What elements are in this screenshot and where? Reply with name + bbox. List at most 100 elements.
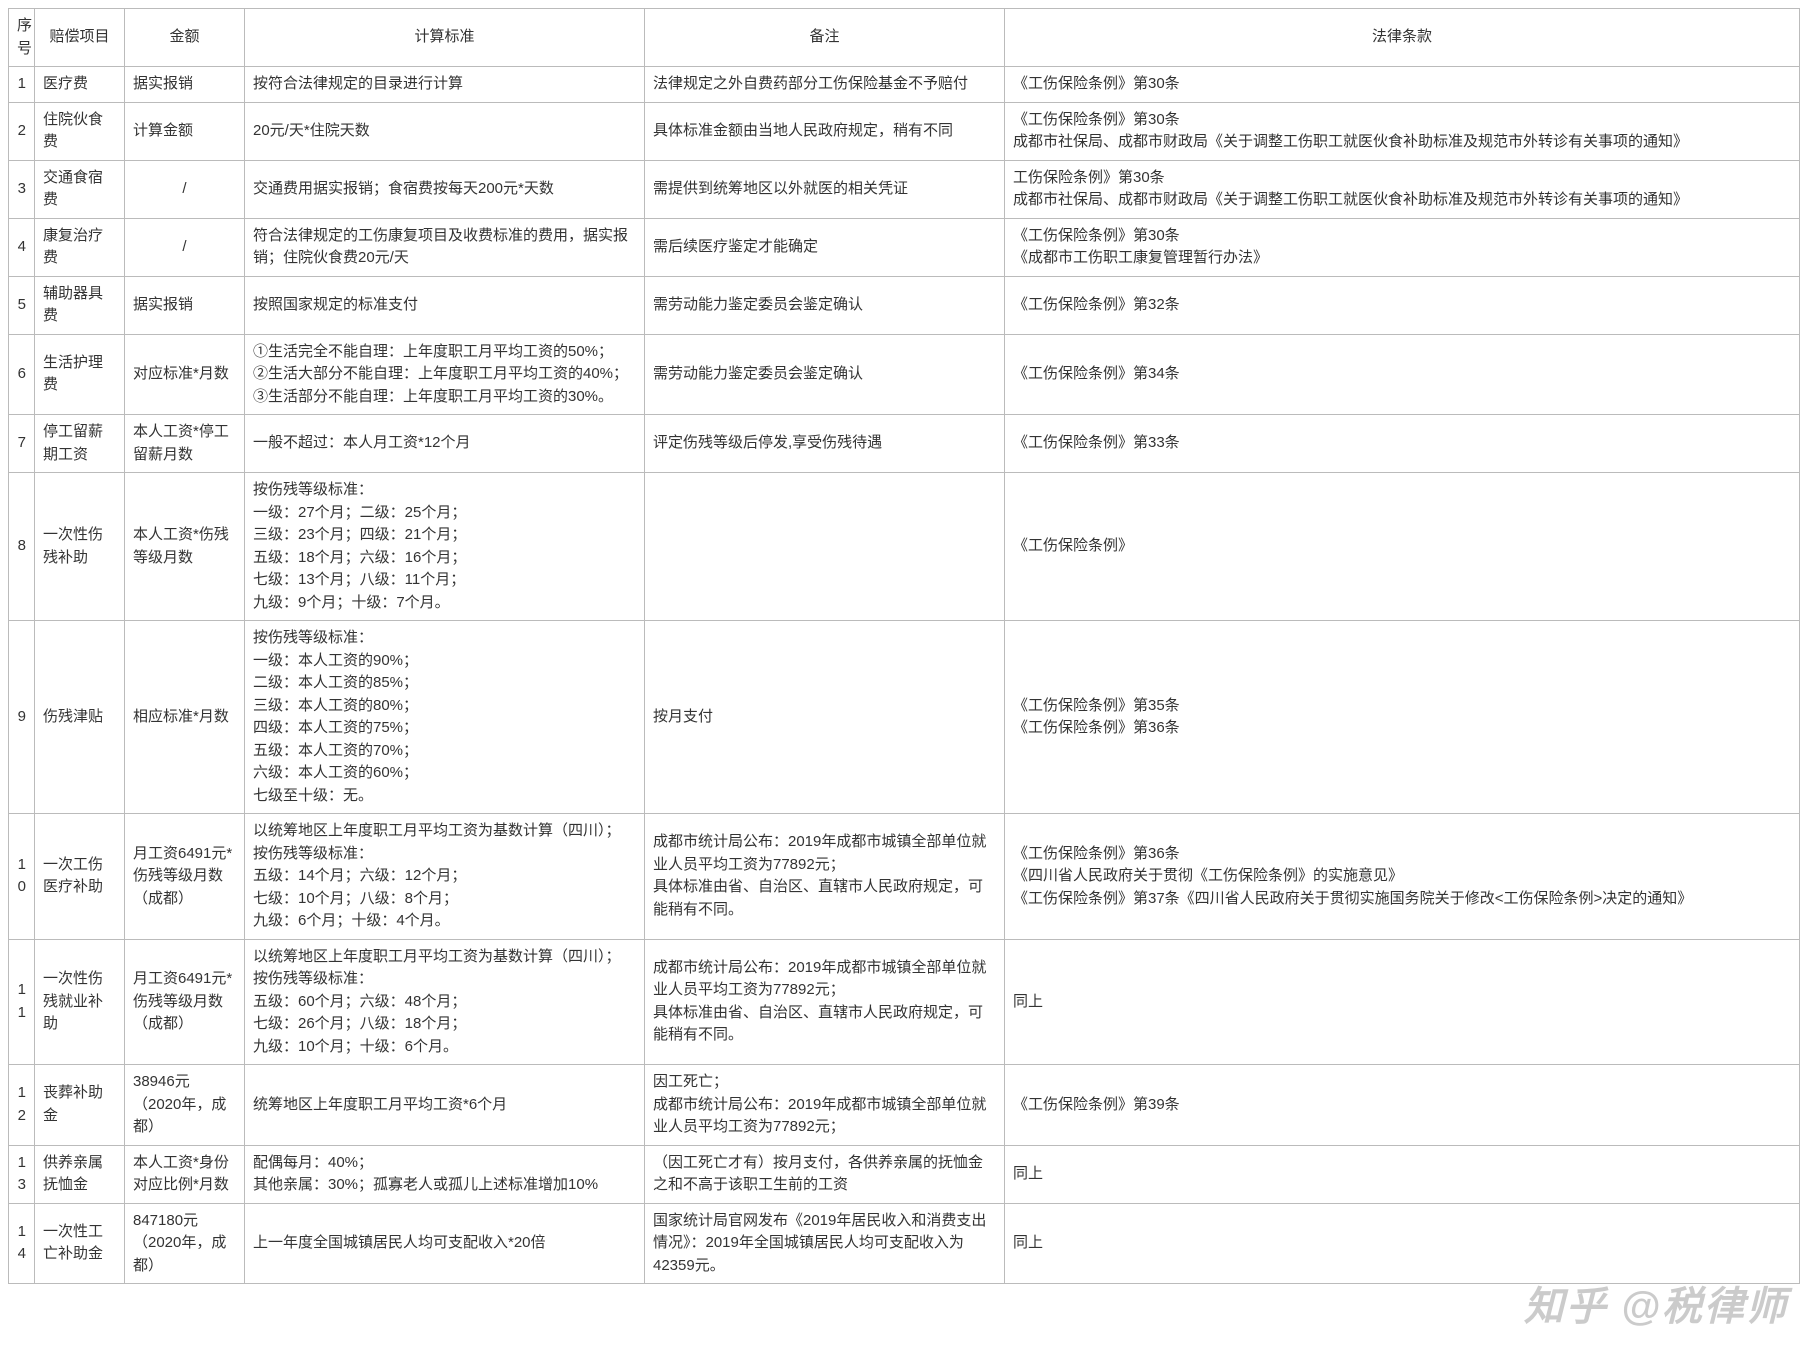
cell-law: 《工伤保险条例》第30条成都市社保局、成都市财政局《关于调整工伤职工就医伙食补助… xyxy=(1005,102,1800,160)
cell-seq: 5 xyxy=(9,276,35,334)
cell-seq: 10 xyxy=(9,814,35,940)
cell-calc: 符合法律规定的工伤康复项目及收费标准的费用，据实报销；住院伙食费20元/天 xyxy=(245,218,645,276)
table-row: 9伤残津贴相应标准*月数按伤残等级标准：一级：本人工资的90%；二级：本人工资的… xyxy=(9,621,1800,814)
cell-seq: 6 xyxy=(9,334,35,415)
table-row: 14一次性工亡补助金847180元（2020年，成都）上一年度全国城镇居民人均可… xyxy=(9,1203,1800,1284)
cell-item: 丧葬补助金 xyxy=(35,1065,125,1146)
cell-law: 同上 xyxy=(1005,1145,1800,1203)
cell-note: 按月支付 xyxy=(645,621,1005,814)
cell-item: 住院伙食费 xyxy=(35,102,125,160)
cell-note: 成都市统计局公布：2019年成都市城镇全部单位就业人员平均工资为77892元；具… xyxy=(645,939,1005,1065)
table-row: 5辅助器具费据实报销按照国家规定的标准支付需劳动能力鉴定委员会鉴定确认《工伤保险… xyxy=(9,276,1800,334)
table-row: 12丧葬补助金38946元（2020年，成都）统筹地区上年度职工月平均工资*6个… xyxy=(9,1065,1800,1146)
cell-law: 《工伤保险条例》第35条《工伤保险条例》第36条 xyxy=(1005,621,1800,814)
cell-seq: 12 xyxy=(9,1065,35,1146)
cell-seq: 1 xyxy=(9,67,35,103)
cell-note: 需劳动能力鉴定委员会鉴定确认 xyxy=(645,334,1005,415)
cell-note: 评定伤残等级后停发,享受伤残待遇 xyxy=(645,415,1005,473)
cell-amount: 本人工资*身份对应比例*月数 xyxy=(125,1145,245,1203)
table-header-row: 序号 赔偿项目 金额 计算标准 备注 法律条款 xyxy=(9,9,1800,67)
cell-amount: / xyxy=(125,160,245,218)
cell-seq: 2 xyxy=(9,102,35,160)
cell-seq: 11 xyxy=(9,939,35,1065)
cell-item: 一次性伤残补助 xyxy=(35,473,125,621)
table-row: 10一次工伤医疗补助月工资6491元*伤残等级月数（成都）以统筹地区上年度职工月… xyxy=(9,814,1800,940)
table-row: 3交通食宿费/交通费用据实报销；食宿费按每天200元*天数需提供到统筹地区以外就… xyxy=(9,160,1800,218)
cell-law: 《工伤保险条例》第33条 xyxy=(1005,415,1800,473)
table-row: 1医疗费据实报销按符合法律规定的目录进行计算法律规定之外自费药部分工伤保险基金不… xyxy=(9,67,1800,103)
cell-seq: 7 xyxy=(9,415,35,473)
col-calc: 计算标准 xyxy=(245,9,645,67)
cell-amount: 月工资6491元*伤残等级月数（成都） xyxy=(125,814,245,940)
table-row: 8一次性伤残补助本人工资*伤残等级月数按伤残等级标准：一级：27个月；二级：25… xyxy=(9,473,1800,621)
cell-amount: 对应标准*月数 xyxy=(125,334,245,415)
col-amount: 金额 xyxy=(125,9,245,67)
cell-item: 康复治疗费 xyxy=(35,218,125,276)
cell-calc: 按伤残等级标准：一级：27个月；二级：25个月；三级：23个月；四级：21个月；… xyxy=(245,473,645,621)
cell-law: 《工伤保险条例》第30条 xyxy=(1005,67,1800,103)
cell-note: （因工死亡才有）按月支付，各供养亲属的抚恤金之和不高于该职工生前的工资 xyxy=(645,1145,1005,1203)
cell-law: 同上 xyxy=(1005,1203,1800,1284)
col-seq: 序号 xyxy=(9,9,35,67)
cell-amount: 月工资6491元*伤残等级月数（成都） xyxy=(125,939,245,1065)
cell-calc: 以统筹地区上年度职工月平均工资为基数计算（四川）；按伤残等级标准：五级：60个月… xyxy=(245,939,645,1065)
cell-calc: ①生活完全不能自理：上年度职工月平均工资的50%；②生活大部分不能自理：上年度职… xyxy=(245,334,645,415)
cell-calc: 一般不超过：本人月工资*12个月 xyxy=(245,415,645,473)
cell-note: 需提供到统筹地区以外就医的相关凭证 xyxy=(645,160,1005,218)
cell-seq: 14 xyxy=(9,1203,35,1284)
compensation-table: 序号 赔偿项目 金额 计算标准 备注 法律条款 1医疗费据实报销按符合法律规定的… xyxy=(8,8,1800,1284)
cell-calc: 20元/天*住院天数 xyxy=(245,102,645,160)
cell-item: 一次性伤残就业补助 xyxy=(35,939,125,1065)
table-row: 6生活护理费对应标准*月数①生活完全不能自理：上年度职工月平均工资的50%；②生… xyxy=(9,334,1800,415)
table-row: 7停工留薪期工资本人工资*停工留薪月数一般不超过：本人月工资*12个月评定伤残等… xyxy=(9,415,1800,473)
cell-calc: 按伤残等级标准：一级：本人工资的90%；二级：本人工资的85%；三级：本人工资的… xyxy=(245,621,645,814)
cell-note: 需后续医疗鉴定才能确定 xyxy=(645,218,1005,276)
cell-law: 《工伤保险条例》第30条《成都市工伤职工康复管理暂行办法》 xyxy=(1005,218,1800,276)
cell-calc: 配偶每月：40%；其他亲属：30%；孤寡老人或孤儿上述标准增加10% xyxy=(245,1145,645,1203)
cell-amount: 计算金额 xyxy=(125,102,245,160)
cell-amount: 38946元（2020年，成都） xyxy=(125,1065,245,1146)
cell-note xyxy=(645,473,1005,621)
cell-item: 停工留薪期工资 xyxy=(35,415,125,473)
cell-calc: 按照国家规定的标准支付 xyxy=(245,276,645,334)
cell-item: 辅助器具费 xyxy=(35,276,125,334)
cell-note: 国家统计局官网发布《2019年居民收入和消费支出情况》：2019年全国城镇居民人… xyxy=(645,1203,1005,1284)
col-law: 法律条款 xyxy=(1005,9,1800,67)
table-row: 4康复治疗费/符合法律规定的工伤康复项目及收费标准的费用，据实报销；住院伙食费2… xyxy=(9,218,1800,276)
cell-calc: 交通费用据实报销；食宿费按每天200元*天数 xyxy=(245,160,645,218)
cell-calc: 以统筹地区上年度职工月平均工资为基数计算（四川）；按伤残等级标准：五级：14个月… xyxy=(245,814,645,940)
cell-item: 交通食宿费 xyxy=(35,160,125,218)
cell-note: 成都市统计局公布：2019年成都市城镇全部单位就业人员平均工资为77892元；具… xyxy=(645,814,1005,940)
cell-law: 工伤保险条例》第30条成都市社保局、成都市财政局《关于调整工伤职工就医伙食补助标… xyxy=(1005,160,1800,218)
cell-note: 需劳动能力鉴定委员会鉴定确认 xyxy=(645,276,1005,334)
table-row: 2住院伙食费计算金额20元/天*住院天数具体标准金额由当地人民政府规定，稍有不同… xyxy=(9,102,1800,160)
table-row: 11一次性伤残就业补助月工资6491元*伤残等级月数（成都）以统筹地区上年度职工… xyxy=(9,939,1800,1065)
cell-amount: 相应标准*月数 xyxy=(125,621,245,814)
cell-law: 《工伤保险条例》第39条 xyxy=(1005,1065,1800,1146)
cell-law: 《工伤保险条例》第36条《四川省人民政府关于贯彻《工伤保险条例》的实施意见》《工… xyxy=(1005,814,1800,940)
cell-amount: 据实报销 xyxy=(125,276,245,334)
cell-law: 同上 xyxy=(1005,939,1800,1065)
cell-item: 一次工伤医疗补助 xyxy=(35,814,125,940)
cell-calc: 上一年度全国城镇居民人均可支配收入*20倍 xyxy=(245,1203,645,1284)
cell-item: 医疗费 xyxy=(35,67,125,103)
col-item: 赔偿项目 xyxy=(35,9,125,67)
cell-amount: 本人工资*停工留薪月数 xyxy=(125,415,245,473)
cell-item: 一次性工亡补助金 xyxy=(35,1203,125,1284)
cell-calc: 按符合法律规定的目录进行计算 xyxy=(245,67,645,103)
cell-amount: 本人工资*伤残等级月数 xyxy=(125,473,245,621)
cell-item: 供养亲属抚恤金 xyxy=(35,1145,125,1203)
cell-amount: 847180元（2020年，成都） xyxy=(125,1203,245,1284)
table-row: 13供养亲属抚恤金本人工资*身份对应比例*月数配偶每月：40%；其他亲属：30%… xyxy=(9,1145,1800,1203)
cell-law: 《工伤保险条例》 xyxy=(1005,473,1800,621)
cell-amount: / xyxy=(125,218,245,276)
cell-item: 生活护理费 xyxy=(35,334,125,415)
col-note: 备注 xyxy=(645,9,1005,67)
cell-seq: 8 xyxy=(9,473,35,621)
cell-seq: 9 xyxy=(9,621,35,814)
cell-seq: 13 xyxy=(9,1145,35,1203)
cell-note: 具体标准金额由当地人民政府规定，稍有不同 xyxy=(645,102,1005,160)
cell-seq: 3 xyxy=(9,160,35,218)
cell-calc: 统筹地区上年度职工月平均工资*6个月 xyxy=(245,1065,645,1146)
cell-law: 《工伤保险条例》第34条 xyxy=(1005,334,1800,415)
